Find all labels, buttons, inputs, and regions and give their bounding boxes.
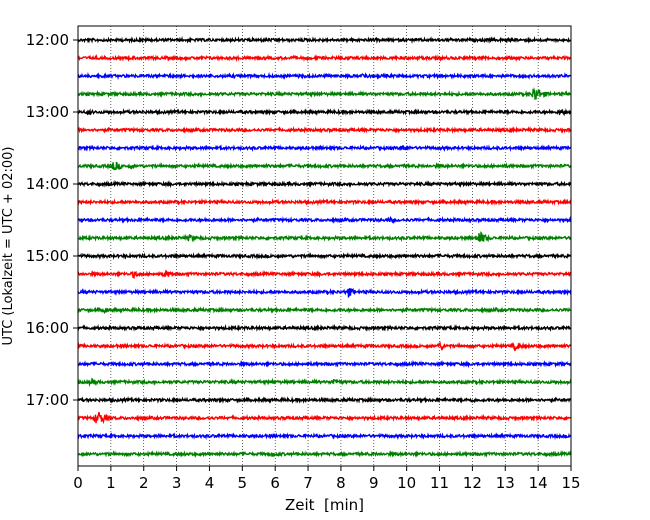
y-tick-label: 12:00 <box>26 31 69 49</box>
x-tick-label: 11 <box>430 474 449 492</box>
trace-line <box>77 252 572 261</box>
trace-line <box>77 395 572 405</box>
x-tick-label: 1 <box>106 474 116 492</box>
trace-line <box>77 71 572 81</box>
x-tick-label: 10 <box>397 474 416 492</box>
x-tick-label: 14 <box>529 474 548 492</box>
x-tick-label: 4 <box>205 474 215 492</box>
trace-group <box>77 35 572 459</box>
y-tick-label: 16:00 <box>26 319 69 337</box>
trace-line <box>77 377 572 388</box>
y-tick-label: 14:00 <box>26 175 69 193</box>
x-tick-label: 15 <box>561 474 580 492</box>
y-tick-label: 17:00 <box>26 391 69 409</box>
x-axis: 0 1 2 3 4 5 6 7 8 9 10 11 12 13 14 15 <box>73 466 581 492</box>
grid-lines <box>110 26 539 466</box>
trace-line <box>77 231 572 243</box>
x-tick-label: 9 <box>369 474 379 492</box>
y-tick-label: 13:00 <box>26 103 69 121</box>
x-tick-label: 3 <box>172 474 182 492</box>
x-tick-label: 8 <box>336 474 346 492</box>
trace-line <box>77 107 572 117</box>
trace-line <box>77 125 572 134</box>
x-tick-label: 7 <box>303 474 313 492</box>
trace-line <box>77 306 572 314</box>
trace-line <box>77 179 572 189</box>
y-tick-label: 15:00 <box>26 247 69 265</box>
trace-line <box>77 449 572 459</box>
trace-line <box>77 287 572 299</box>
trace-line <box>77 197 572 207</box>
trace-line <box>77 411 572 425</box>
trace-line <box>77 323 572 333</box>
x-tick-label: 12 <box>463 474 482 492</box>
trace-line <box>77 432 572 441</box>
x-tick-label: 0 <box>73 474 83 492</box>
trace-line <box>77 161 572 171</box>
x-tick-label: 6 <box>270 474 280 492</box>
trace-line <box>77 53 572 63</box>
x-tick-label: 5 <box>238 474 248 492</box>
x-tick-label: 2 <box>139 474 149 492</box>
y-axis: 12:00 13:00 14:00 15:00 16:00 17:00 <box>26 31 78 409</box>
trace-line <box>77 215 572 225</box>
plot-frame <box>77 25 572 467</box>
trace-line <box>77 144 572 153</box>
x-axis-label: Zeit [min] <box>285 496 364 514</box>
trace-line <box>77 359 572 369</box>
trace-line <box>77 340 572 352</box>
trace-line <box>77 86 572 101</box>
x-tick-label: 13 <box>496 474 515 492</box>
trace-line <box>77 269 572 279</box>
y-axis-label: UTC (Lokalzeit = UTC + 02:00) <box>1 147 16 346</box>
trace-line <box>77 35 572 45</box>
